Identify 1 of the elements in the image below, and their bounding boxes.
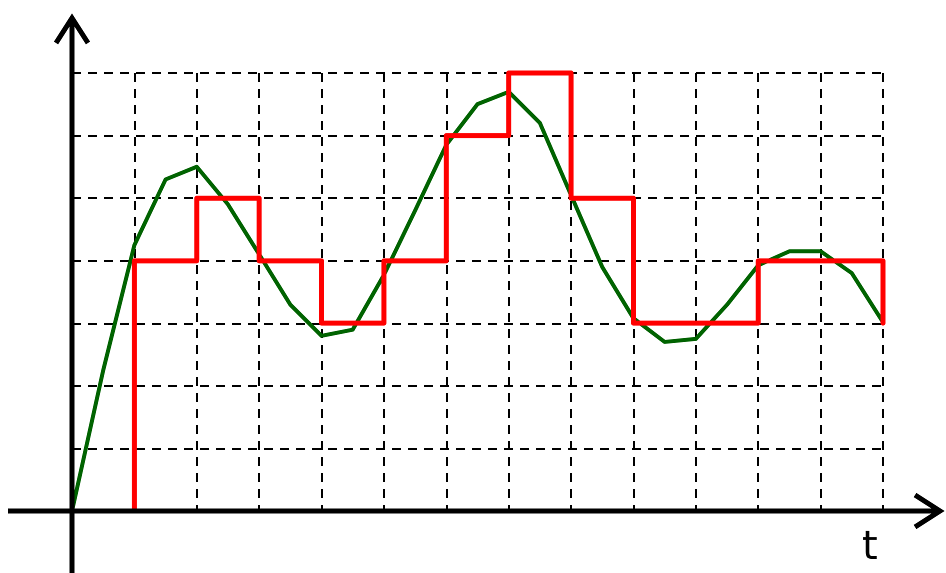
x-axis-title: t <box>862 523 878 569</box>
